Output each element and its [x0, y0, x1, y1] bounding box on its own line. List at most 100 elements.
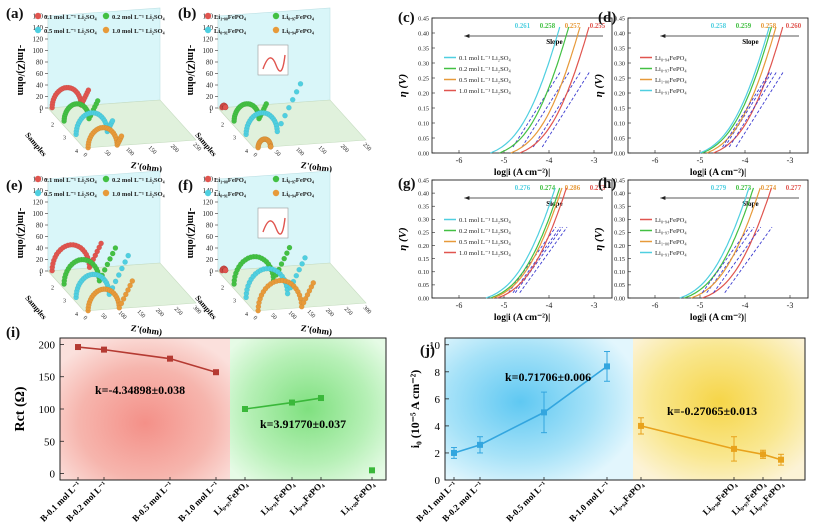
z-axis-label: Samples [23, 131, 48, 159]
x-tick-label: 150 [147, 145, 158, 156]
y-axis-label: η (V) [593, 74, 605, 97]
x-axis-label: log|i (A cm⁻²)| [494, 167, 550, 178]
legend-text: Li₀.₉₁FePO₄ [214, 191, 246, 198]
slope-value: 0.274 [540, 185, 556, 192]
nyquist-point [284, 290, 291, 297]
x-tick-label: 50 [99, 313, 107, 321]
x-axis-label: log|i (A cm⁻²)| [690, 312, 746, 323]
legend-marker [34, 26, 42, 34]
data-point [101, 346, 107, 353]
z-tick-label: 4 [75, 149, 78, 155]
x-tick-label: 100 [117, 310, 128, 321]
tafel-curve [510, 26, 581, 154]
legend-text: Li₀.₉₇FePO₄ [282, 177, 314, 184]
slope-arrowhead [464, 196, 470, 200]
x-tick-label: B-0.5 mol L⁻¹ [504, 479, 549, 524]
y-tick-label: 0.30 [418, 217, 429, 224]
legend-text: Li₀.₉₄FePO₄ [282, 191, 314, 198]
nyquist-panel-f: 020406080100120140160-Im(Z)/ohm050100150… [185, 170, 372, 337]
tafel-fit-line [713, 226, 762, 294]
legend-marker [34, 12, 42, 20]
plot-frame [627, 17, 809, 154]
slope-value: 0.277 [786, 185, 802, 192]
y-tick-label: 0 [50, 469, 56, 481]
x-tick-label: 200 [339, 144, 350, 155]
trend-line [453, 365, 608, 454]
nyquist-point [94, 98, 101, 104]
x-tick-label: 250 [173, 306, 184, 317]
y-tick-label: 0.45 [614, 15, 625, 22]
y-tick-label: 0.10 [614, 269, 625, 276]
y-tick-label: 0.15 [614, 256, 625, 263]
nyquist-point [284, 250, 290, 256]
y-tick-label: 200 [39, 339, 56, 351]
slope-value: 0.261 [515, 23, 531, 30]
x-tick-label: 150 [305, 309, 316, 320]
nyquist-point [101, 267, 108, 273]
nyquist-point [129, 278, 136, 284]
z-axis-label: Samples [23, 294, 48, 322]
legend-text: Li₀.₉₄FePO₄ [655, 55, 687, 62]
data-point [541, 409, 547, 416]
legend-text: Li₀.₉₁FePO₄ [655, 250, 687, 257]
tafel-fit-line [514, 226, 563, 294]
z-tick-label: 2 [221, 122, 224, 128]
nyquist-point [267, 143, 274, 150]
x-tick-label: -6 [456, 156, 463, 165]
y-tick-label: 0.05 [614, 135, 625, 142]
x-tick-label: Li₀.₉₄FePO₄ [608, 479, 646, 517]
nyquist-point [282, 112, 288, 119]
y-tick-label: 0.30 [614, 60, 625, 67]
slope-annotation: k=-4.34898±0.038 [95, 383, 185, 397]
nyquist-point [116, 305, 123, 311]
y-axis-label: η (V) [593, 227, 605, 250]
y-tick-label: 0 [210, 105, 214, 113]
nyquist-point [118, 300, 125, 307]
y-tick-label: 0.00 [418, 150, 429, 157]
panel-label-f: (f) [178, 178, 193, 194]
y-tick-label: 0.30 [614, 217, 625, 224]
legend-marker [34, 175, 42, 183]
x-tick-label: 250 [361, 142, 372, 153]
y-tick-label: 120 [33, 36, 44, 44]
data-point [289, 399, 295, 406]
y-tick-label: 0.15 [614, 105, 625, 112]
x-tick-label: 150 [317, 145, 328, 156]
legend-text: 0.1 mol L⁻¹ Li₂SO₄ [44, 177, 97, 184]
legend-marker [102, 189, 110, 197]
data-point [242, 406, 248, 412]
legend-text: Li₀.₉₄FePO₄ [282, 28, 314, 35]
slope-arrowhead [464, 34, 470, 38]
data-point [760, 451, 766, 458]
y-tick-label: 0.40 [614, 30, 625, 37]
tafel-panel-g: 0.00 0.05 0.10 0.15 0.20 0.25 0.30 0.35 0.40 0.45… [397, 177, 613, 323]
slope-value: 0.273 [590, 185, 606, 192]
y-tick-label: 0.20 [614, 90, 625, 97]
y-tick-label: 0.00 [418, 295, 429, 302]
plot-frame [431, 17, 613, 154]
legend-marker [34, 189, 42, 197]
nyquist-point [112, 278, 119, 285]
nyquist-point [286, 244, 293, 251]
y-tick-label: 40 [206, 245, 214, 253]
legend-text: 0.1 mol L⁻¹ Li₂SO₄ [459, 217, 512, 224]
x-tick-label: 100 [294, 147, 305, 158]
z-tick-label: 3 [233, 136, 236, 142]
z-tick-label: 2 [221, 285, 224, 291]
legend-text: 1.0 mol L⁻¹ Li₂SO₄ [112, 191, 165, 198]
legend-text: 0.5 mol L⁻¹ Li₂SO₄ [44, 28, 97, 35]
z-tick-label: 2 [51, 122, 54, 128]
x-axis-label: Z'(ohm) [130, 160, 163, 174]
tafel-curve [490, 187, 561, 299]
tafel-curve [519, 26, 590, 154]
nyquist-point [109, 250, 116, 257]
tafel-panels: 0.00 0.05 0.10 0.15 0.20 0.25 0.30 0.35 0.40 0.45… [397, 15, 809, 323]
y-tick-label: 120 [203, 199, 214, 207]
z-tick-label: 1 [209, 109, 212, 115]
inset-curve [262, 54, 286, 72]
y-tick-label: 0.35 [418, 45, 429, 52]
nyquist-point [278, 120, 284, 127]
x-tick-label: -3 [591, 156, 598, 165]
legend-text: Li₀.₉₁FePO₄ [214, 28, 246, 35]
x-tick-label: -6 [652, 156, 659, 165]
